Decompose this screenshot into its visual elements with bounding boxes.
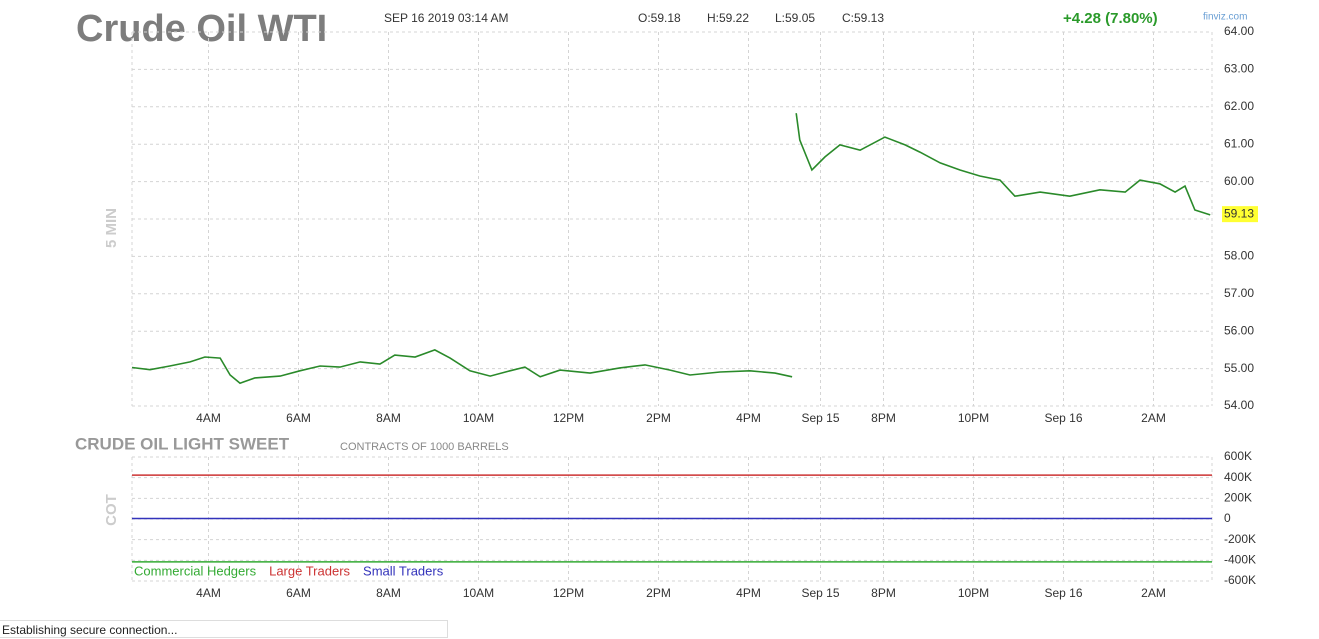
cot-ylabel: COT [103,494,120,526]
x-tick-label: 12PM [553,411,584,425]
y-tick-label: 61.00 [1224,136,1254,150]
y-tick-label: 200K [1224,491,1252,505]
x-tick-label: 8PM [871,586,896,600]
x-tick-label: Sep 16 [1044,411,1082,425]
y-tick-label: -400K [1224,553,1256,567]
x-tick-label: 8PM [871,411,896,425]
price-line [131,113,1211,385]
x-tick-label: 4PM [736,586,761,600]
y-tick-label: 57.00 [1224,286,1254,300]
y-tick-label: 54.00 [1224,398,1254,412]
x-tick-label: Sep 15 [801,586,839,600]
x-tick-label: 8AM [376,411,401,425]
chart-title: Crude Oil WTI [76,8,327,50]
y-tick-label: 64.00 [1224,24,1254,38]
legend-entry: Small Traders [363,563,444,578]
x-tick-label: 4PM [736,411,761,425]
source[interactable]: finviz.com [1203,12,1247,23]
x-tick-label: 10PM [958,586,989,600]
y-tick-label: 400K [1224,470,1252,484]
ohlc-open: O:59.18 [638,11,681,25]
timestamp: SEP 16 2019 03:14 AM [384,11,509,25]
x-tick-label: 6AM [286,411,311,425]
y-tick-label: 600K [1224,449,1252,463]
x-tick-label: 10AM [463,411,494,425]
x-tick-label: 4AM [196,411,221,425]
chart: Crude Oil WTI SEP 16 2019 03:14 AM O:59.… [75,8,1258,600]
x-tick-label: 10AM [463,586,494,600]
y-tick-label: -600K [1224,573,1256,587]
x-tick-label: 10PM [958,411,989,425]
cot-title: CRUDE OIL LIGHT SWEET [75,434,290,453]
x-tick-label: 2PM [646,411,671,425]
y-tick-label: 62.00 [1224,99,1254,113]
y-tick-label: 63.00 [1224,62,1254,76]
x-tick-label: Sep 15 [801,411,839,425]
status-bar: Establishing secure connection... [0,620,448,638]
ohlc-high: H:59.22 [707,11,749,25]
ohlc-low: L:59.05 [775,11,815,25]
x-tick-label: 4AM [196,586,221,600]
change: +4.28 (7.80%) [1063,10,1158,27]
x-tick-label: 2AM [1141,586,1166,600]
x-tick-label: Sep 16 [1044,586,1082,600]
legend-entry: Large Traders [269,563,350,578]
y-tick-label: 0 [1224,511,1231,525]
x-tick-label: 2AM [1141,411,1166,425]
legend-entry: Commercial Hedgers [134,563,257,578]
x-tick-label: 8AM [376,586,401,600]
x-tick-label: 6AM [286,586,311,600]
y-tick-label: 58.00 [1224,249,1254,263]
cot-subtitle: CONTRACTS OF 1000 BARRELS [340,441,509,453]
y-tick-label: -200K [1224,532,1256,546]
y-tick-label: 55.00 [1224,361,1254,375]
ohlc-close: C:59.13 [842,11,884,25]
y-tick-label: 56.00 [1224,323,1254,337]
last-price-box [1222,206,1258,223]
y-tick-label: 60.00 [1224,174,1254,188]
last-price-label: 59.13 [1224,206,1254,220]
x-tick-label: 12PM [553,586,584,600]
x-tick-label: 2PM [646,586,671,600]
timeframe: 5 MIN [103,208,120,248]
